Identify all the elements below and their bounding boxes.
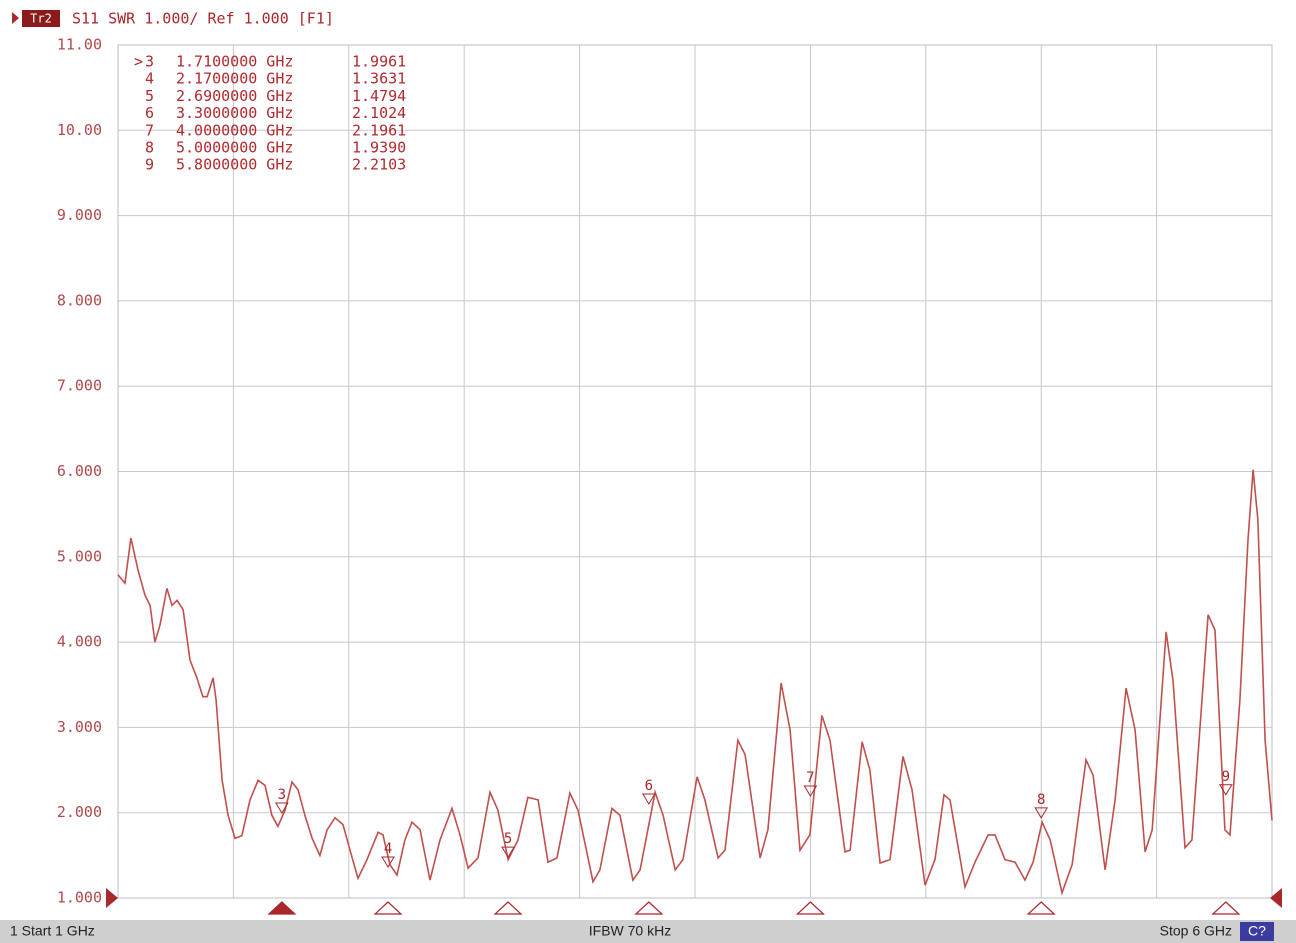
marker-id: 7 [145, 121, 154, 139]
trace-marker [501, 846, 515, 859]
trace-name: Tr2 [30, 12, 52, 26]
marker-frequency: 4.0000000 GHz [176, 121, 293, 139]
axis-marker [1026, 901, 1056, 915]
y-tick-label: 4.000 [57, 633, 102, 651]
channel-tag [1240, 922, 1274, 941]
start-label: 1 Start 1 GHz [10, 923, 95, 939]
trace-marker [274, 802, 289, 815]
ref-marker-left [106, 888, 118, 908]
marker-value: 1.9390 [352, 139, 406, 157]
trace-pointer [12, 12, 19, 24]
y-tick-label: 2.000 [57, 803, 102, 821]
marker-id: 5 [145, 87, 154, 105]
trace-marker-id: 3 [278, 787, 286, 803]
y-tick-label: 9.000 [57, 206, 102, 224]
axis-marker [267, 901, 297, 915]
marker-frequency: 2.1700000 GHz [176, 70, 293, 88]
chart-title: S11 SWR 1.000/ Ref 1.000 [F1] [72, 10, 334, 28]
trace-badge [22, 10, 60, 27]
marker-id: 6 [145, 104, 154, 122]
trace-marker-id: 6 [645, 778, 653, 794]
plot-frame [117, 44, 1273, 899]
trace-line [117, 469, 1273, 896]
ifbw-label: IFBW 70 kHz [589, 923, 671, 939]
marker-frequency: 2.6900000 GHz [176, 87, 293, 105]
marker-id: 3 [145, 53, 154, 71]
stop-label: Stop 6 GHz [1160, 923, 1232, 939]
axis-marker [634, 901, 664, 915]
y-tick-label: 3.000 [57, 718, 102, 736]
marker-id: 9 [145, 156, 154, 174]
y-tick-label: 11.00 [57, 36, 102, 54]
axis-marker [1211, 901, 1241, 915]
status-bar [0, 920, 1296, 943]
trace-marker-id: 9 [1222, 769, 1230, 785]
ref-marker-right [1270, 888, 1282, 908]
trace-marker-id: 4 [384, 841, 392, 857]
marker-frequency: 1.7100000 GHz [176, 53, 293, 71]
y-tick-label: 5.000 [57, 547, 102, 565]
trace-marker-id: 8 [1037, 792, 1045, 808]
trace-marker [803, 785, 818, 797]
trace-marker-id: 5 [504, 831, 512, 847]
axis-marker [373, 901, 403, 915]
y-tick-label: 6.000 [57, 462, 102, 480]
trace-marker [381, 856, 395, 868]
trace-marker [641, 793, 656, 805]
axis-marker [795, 901, 825, 915]
y-tick-label: 10.00 [57, 121, 102, 139]
channel-tag-label: C? [1248, 923, 1266, 939]
marker-value: 2.1024 [352, 104, 406, 122]
trace-marker-id: 7 [806, 770, 814, 786]
marker-value: 1.9961 [352, 53, 406, 71]
y-tick-label: 1.000 [57, 889, 102, 907]
marker-frequency: 5.0000000 GHz [176, 139, 293, 157]
marker-id: 8 [145, 139, 154, 157]
marker-value: 1.4794 [352, 87, 406, 105]
trace-marker [1034, 807, 1049, 819]
marker-value: 2.2103 [352, 156, 406, 174]
y-tick-label: 7.000 [57, 377, 102, 395]
active-marker-symbol: > [134, 53, 143, 71]
trace-marker [1218, 784, 1233, 796]
marker-id: 4 [145, 70, 154, 88]
y-tick-label: 8.000 [57, 291, 102, 309]
axis-marker [493, 901, 523, 915]
marker-frequency: 5.8000000 GHz [176, 156, 293, 174]
marker-value: 2.1961 [352, 121, 406, 139]
marker-value: 1.3631 [352, 70, 406, 88]
marker-frequency: 3.3000000 GHz [176, 104, 293, 122]
